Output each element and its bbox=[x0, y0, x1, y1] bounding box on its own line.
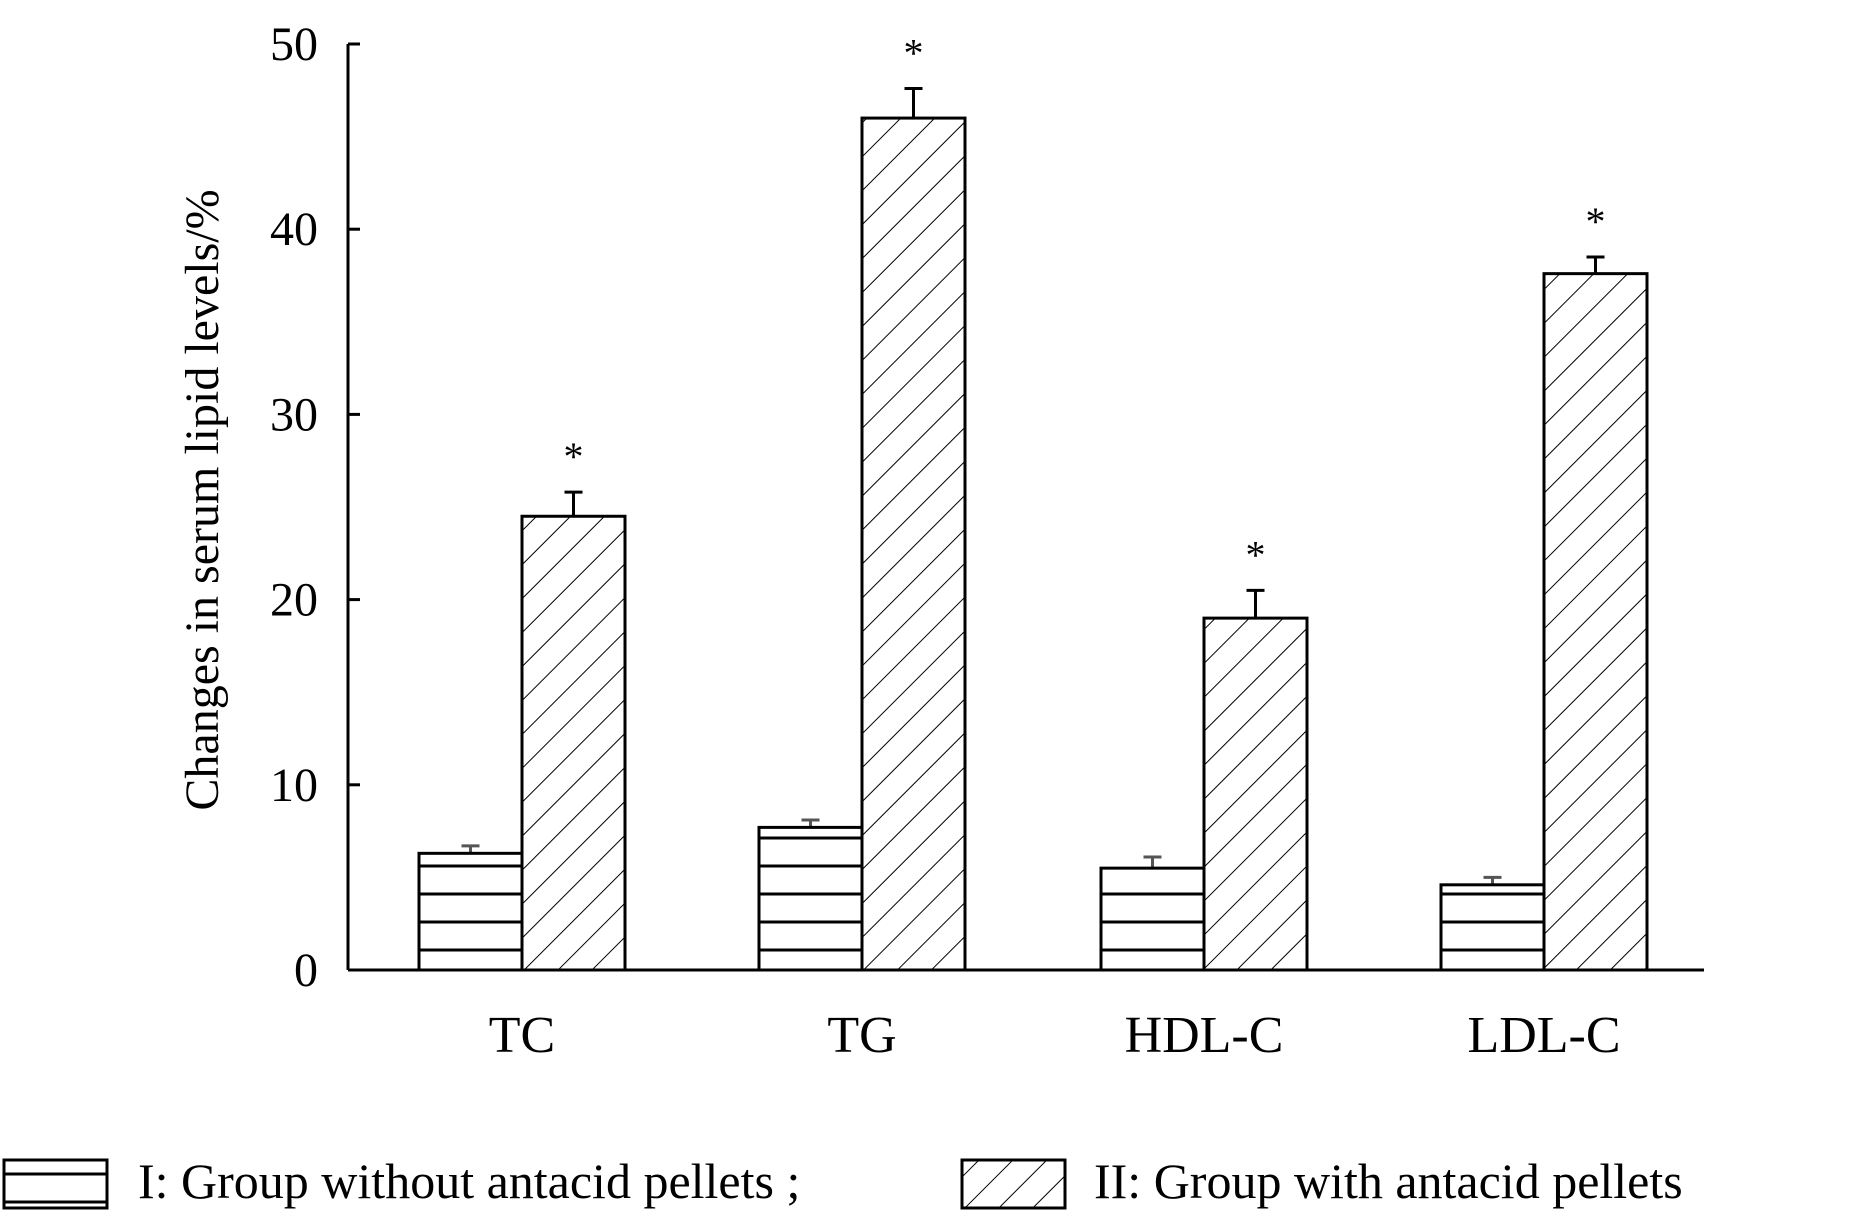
x-axis: TC TG HDL-C LDL-C bbox=[348, 968, 1704, 1064]
y-tick-label: 40 bbox=[270, 203, 318, 256]
y-tick-label: 20 bbox=[270, 574, 318, 627]
x-tick-label: HDL-C bbox=[1125, 1007, 1284, 1064]
bar-group-i bbox=[1099, 866, 1206, 972]
significance-marker: * bbox=[904, 30, 924, 75]
bar-group-i bbox=[757, 825, 864, 972]
bar-group-ii bbox=[860, 116, 967, 972]
bar-group-ii bbox=[1542, 272, 1649, 972]
bar-group-ii bbox=[520, 514, 627, 972]
bar-group-i bbox=[417, 851, 524, 972]
significance-marker: * bbox=[1586, 199, 1606, 244]
y-axis: 0 10 20 30 40 50 bbox=[270, 18, 360, 997]
y-axis-label: Changes in serum lipid levels/% bbox=[176, 189, 229, 810]
x-tick-label: TG bbox=[827, 1007, 896, 1064]
legend-swatch-group-ii bbox=[960, 1158, 1067, 1210]
legend: I: Group without antacid pellets ; II: Gr… bbox=[2, 1153, 1683, 1210]
bar-group-ii bbox=[1202, 616, 1309, 972]
y-tick-label: 50 bbox=[270, 18, 318, 71]
significance-marker: * bbox=[1246, 532, 1266, 577]
x-tick-label: LDL-C bbox=[1467, 1007, 1620, 1064]
significance-marker: * bbox=[564, 434, 584, 479]
y-tick-label: 10 bbox=[270, 759, 318, 812]
legend-label-group-i: I: Group without antacid pellets ; bbox=[138, 1153, 800, 1209]
y-tick-label: 0 bbox=[294, 944, 318, 997]
bars: * * * * bbox=[417, 30, 1649, 972]
x-tick-label: TC bbox=[489, 1007, 555, 1064]
legend-label-group-ii: II: Group with antacid pellets bbox=[1094, 1153, 1683, 1209]
y-tick-label: 30 bbox=[270, 388, 318, 441]
bar-group-i bbox=[1439, 883, 1546, 972]
legend-swatch-group-i bbox=[2, 1158, 109, 1210]
